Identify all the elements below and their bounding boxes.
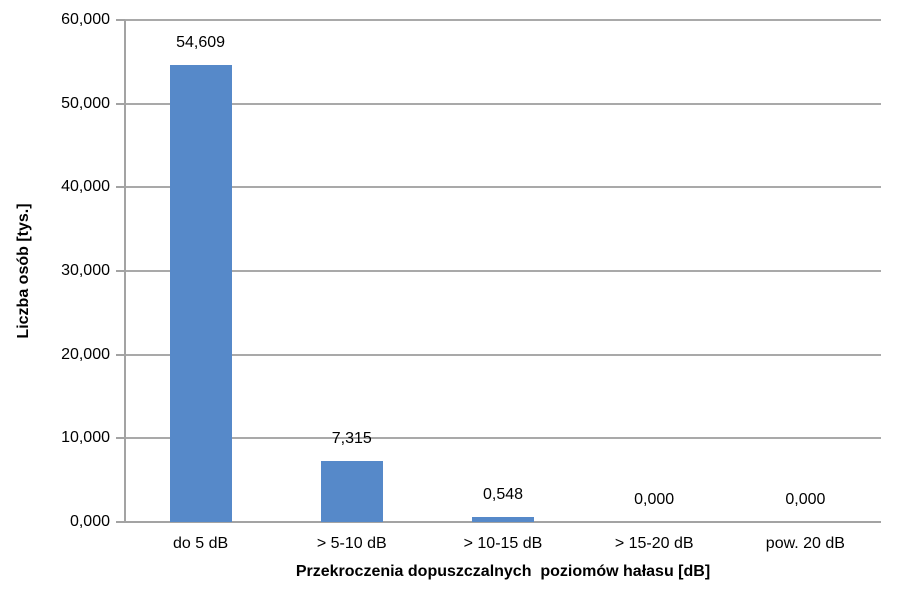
- y-tick-label: 40,000: [61, 178, 110, 196]
- bar-value-label: 0,000: [634, 491, 675, 508]
- y-axis-line: [124, 20, 126, 522]
- gridline: [125, 353, 881, 356]
- gridline: [125, 437, 881, 440]
- gridline: [125, 186, 881, 189]
- y-tick-label: 60,000: [61, 11, 110, 28]
- y-tick-label: 20,000: [61, 345, 110, 363]
- y-axis-tick: [116, 353, 125, 356]
- bar-value-label: 0,548: [482, 486, 524, 504]
- y-tick-label: 0,000: [69, 513, 110, 530]
- y-axis-tick: [116, 102, 125, 105]
- x-axis-line: [125, 521, 881, 523]
- y-axis-tick: [116, 19, 125, 21]
- gridline: [125, 102, 881, 105]
- y-axis-tick: [116, 521, 125, 523]
- bar: [472, 517, 534, 522]
- category-label: > 5-10 dB: [316, 535, 387, 552]
- y-axis-tick: [116, 270, 125, 272]
- bar-value-label: 7,315: [331, 429, 372, 447]
- y-axis-tick: [116, 186, 125, 189]
- bar-value-label: 54,609: [176, 34, 226, 52]
- y-tick-label: 50,000: [61, 94, 110, 112]
- y-axis-tick: [116, 437, 125, 440]
- bar: [169, 65, 232, 522]
- y-tick-label: 10,000: [61, 429, 110, 447]
- category-label: > 15-20 dB: [614, 535, 694, 552]
- category-label: pow. 20 dB: [765, 535, 845, 552]
- bar: [320, 460, 383, 522]
- bar-value-label: 0,000: [785, 491, 826, 508]
- x-axis-title: Przekroczenia dopuszczalnych poziomów ha…: [295, 563, 711, 580]
- category-label: do 5 dB: [173, 535, 229, 552]
- gridline: [125, 19, 881, 21]
- y-tick-label: 30,000: [61, 262, 110, 279]
- gridline: [125, 270, 881, 272]
- category-label: > 10-15 dB: [463, 535, 543, 552]
